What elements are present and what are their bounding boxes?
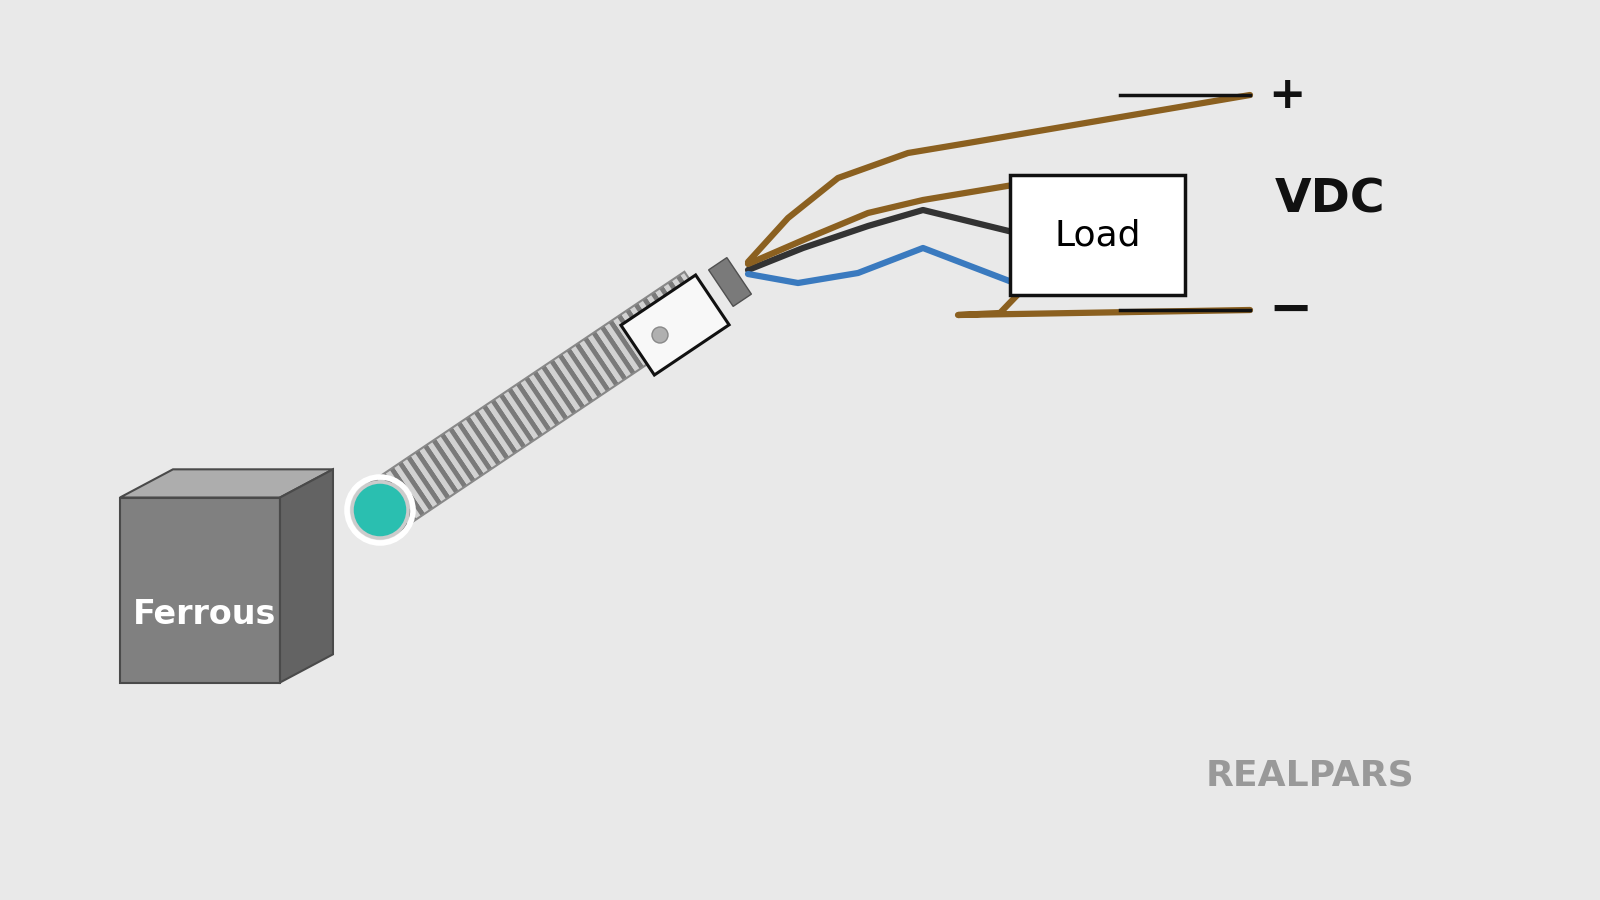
Polygon shape <box>675 274 712 324</box>
Polygon shape <box>566 348 602 398</box>
Polygon shape <box>486 402 522 451</box>
Polygon shape <box>435 436 472 485</box>
Polygon shape <box>618 314 653 364</box>
Polygon shape <box>541 365 576 414</box>
Polygon shape <box>595 328 632 378</box>
Polygon shape <box>672 277 707 327</box>
Polygon shape <box>445 430 480 480</box>
Polygon shape <box>630 306 666 355</box>
Polygon shape <box>558 354 594 403</box>
Polygon shape <box>365 484 400 533</box>
Polygon shape <box>507 388 542 437</box>
Polygon shape <box>642 297 678 346</box>
Text: VDC: VDC <box>1275 177 1386 222</box>
Polygon shape <box>414 450 450 500</box>
Polygon shape <box>533 371 568 420</box>
Polygon shape <box>520 379 555 428</box>
Polygon shape <box>554 356 589 406</box>
Polygon shape <box>478 408 514 457</box>
Polygon shape <box>600 326 635 374</box>
Polygon shape <box>458 422 493 471</box>
Polygon shape <box>440 433 475 482</box>
Polygon shape <box>571 346 606 394</box>
Polygon shape <box>546 363 581 411</box>
Polygon shape <box>664 284 699 332</box>
Polygon shape <box>120 469 333 498</box>
Polygon shape <box>667 280 702 329</box>
Polygon shape <box>621 311 656 361</box>
Polygon shape <box>512 385 547 434</box>
Polygon shape <box>373 478 408 527</box>
Polygon shape <box>587 334 622 383</box>
Text: Load: Load <box>1054 218 1141 252</box>
Polygon shape <box>461 418 496 468</box>
Polygon shape <box>654 289 690 338</box>
Polygon shape <box>538 368 573 418</box>
Polygon shape <box>491 399 526 448</box>
Polygon shape <box>680 272 715 321</box>
Polygon shape <box>515 382 552 431</box>
Polygon shape <box>608 320 645 369</box>
Polygon shape <box>579 339 614 389</box>
Polygon shape <box>584 337 619 386</box>
Polygon shape <box>411 453 446 502</box>
Circle shape <box>653 327 669 343</box>
Polygon shape <box>402 458 438 508</box>
Polygon shape <box>613 317 648 366</box>
Polygon shape <box>592 331 627 381</box>
Polygon shape <box>474 410 509 460</box>
Polygon shape <box>378 475 413 525</box>
Polygon shape <box>525 376 560 426</box>
Polygon shape <box>406 455 442 505</box>
Text: Ferrous: Ferrous <box>133 598 277 632</box>
Polygon shape <box>562 351 598 400</box>
Polygon shape <box>427 442 462 490</box>
Polygon shape <box>432 438 467 488</box>
Circle shape <box>352 482 408 538</box>
Polygon shape <box>646 294 682 344</box>
Text: −: − <box>1267 284 1312 336</box>
Polygon shape <box>638 300 674 349</box>
Polygon shape <box>634 303 669 352</box>
Polygon shape <box>386 470 421 519</box>
Polygon shape <box>651 292 686 341</box>
Polygon shape <box>550 359 586 409</box>
Polygon shape <box>626 309 661 358</box>
Polygon shape <box>453 425 488 473</box>
Polygon shape <box>621 275 730 375</box>
Polygon shape <box>419 447 454 497</box>
Polygon shape <box>280 469 333 682</box>
Polygon shape <box>709 257 752 306</box>
Polygon shape <box>394 464 429 513</box>
Polygon shape <box>659 286 694 335</box>
Text: REALPARS: REALPARS <box>1206 758 1414 792</box>
Polygon shape <box>448 428 485 477</box>
FancyBboxPatch shape <box>1010 175 1186 295</box>
Polygon shape <box>398 462 434 510</box>
Polygon shape <box>499 393 534 443</box>
Polygon shape <box>424 445 459 493</box>
Polygon shape <box>605 323 640 372</box>
Polygon shape <box>528 374 565 423</box>
Polygon shape <box>574 343 610 392</box>
Polygon shape <box>120 498 280 682</box>
Polygon shape <box>368 482 405 530</box>
Polygon shape <box>381 472 416 522</box>
Polygon shape <box>466 416 501 465</box>
Text: +: + <box>1267 74 1306 116</box>
Polygon shape <box>390 467 426 517</box>
Polygon shape <box>494 396 530 446</box>
Polygon shape <box>504 391 539 440</box>
Polygon shape <box>470 413 506 463</box>
Polygon shape <box>482 405 518 454</box>
